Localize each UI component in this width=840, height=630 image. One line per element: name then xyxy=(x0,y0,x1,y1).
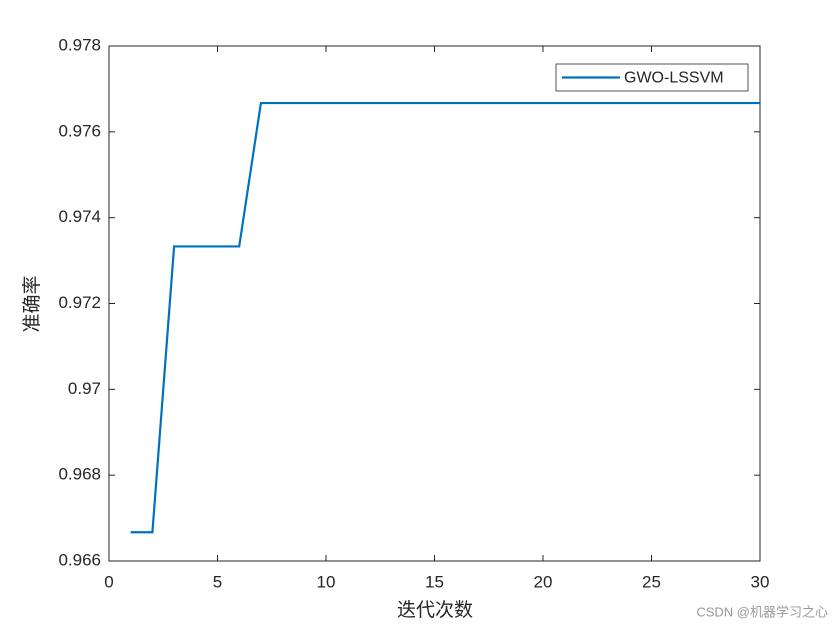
line xyxy=(130,101,760,534)
x-tick-label: 15 xyxy=(425,572,444,591)
y-tick-label: 0.978 xyxy=(58,35,101,54)
x-tick-label: 5 xyxy=(213,572,222,591)
y-tick-label: 0.976 xyxy=(58,121,101,140)
x-axis-label: 迭代次数 xyxy=(397,599,473,621)
y-tick-label: 0.97 xyxy=(68,379,101,398)
legend-label: GWO-LSSVM xyxy=(624,70,724,87)
x-tick-label: 20 xyxy=(534,572,553,591)
x-tick-label: 0 xyxy=(104,572,113,591)
y-tick-label: 0.968 xyxy=(58,465,101,484)
y-axis-label: 准确率 xyxy=(21,275,43,332)
y-tick-label: 0.966 xyxy=(58,550,101,569)
watermark: CSDN @机器学习之心 xyxy=(696,604,828,619)
x-tick-label: 30 xyxy=(751,572,770,591)
y-tick-label: 0.974 xyxy=(58,207,101,226)
x-tick-label: 25 xyxy=(642,572,661,591)
y-tick-label: 0.972 xyxy=(58,293,101,312)
x-tick-label: 10 xyxy=(317,572,336,591)
